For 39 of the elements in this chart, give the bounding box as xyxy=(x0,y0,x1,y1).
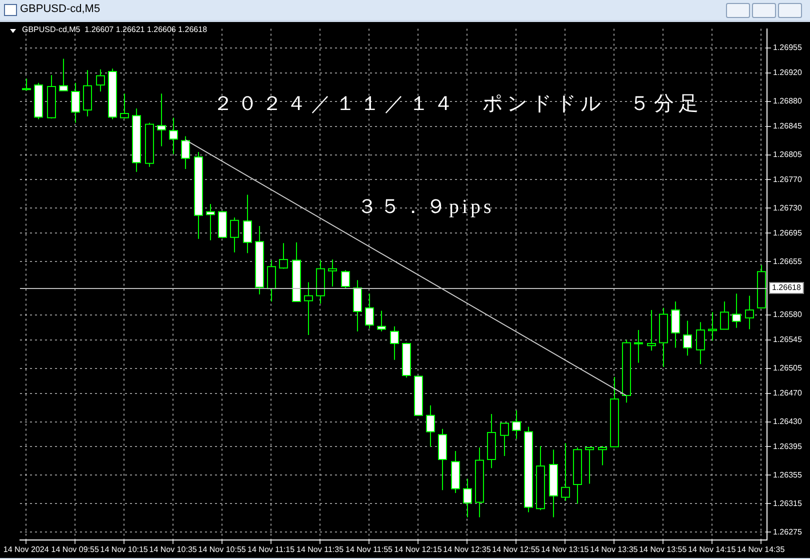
y-tick-label: 1.26315 xyxy=(773,498,802,508)
y-tick-label: 1.26655 xyxy=(773,256,802,266)
x-tick-label: 14 Nov 09:55 xyxy=(51,545,100,554)
x-tick-label: 14 Nov 13:15 xyxy=(541,545,590,554)
y-tick-label: 1.26770 xyxy=(773,174,802,184)
x-tick-label: 14 Nov 11:55 xyxy=(346,545,394,554)
y-tick-label: 1.26470 xyxy=(773,388,802,398)
x-tick-label: 14 Nov 13:55 xyxy=(639,545,688,554)
chart-subtitle: GBPUSD-cd,M5 1.26607 1.26621 1.26606 1.26618 xyxy=(22,25,208,34)
y-tick-label: 1.26880 xyxy=(773,96,802,106)
x-tick-label: 14 Nov 10:35 xyxy=(149,545,198,554)
y-tick-label: 1.26695 xyxy=(773,228,802,238)
y-tick-label: 1.26355 xyxy=(773,470,802,480)
x-tick-label: 14 Nov 12:15 xyxy=(394,545,442,554)
y-tick-label: 1.26955 xyxy=(773,43,802,52)
x-tick-label: 14 Nov 11:15 xyxy=(248,545,296,554)
y-tick-label: 1.26805 xyxy=(773,150,802,160)
y-tick-label: 1.26920 xyxy=(773,68,802,78)
y-tick-label: 1.26580 xyxy=(773,310,802,320)
x-tick-label: 14 Nov 11:35 xyxy=(296,545,344,554)
x-tick-label: 14 Nov 12:35 xyxy=(443,545,492,554)
annotation: ３５．９pips xyxy=(357,195,494,220)
x-tick-label: 14 Nov 2024 xyxy=(3,545,50,554)
x-tick-label: 14 Nov 10:15 xyxy=(100,545,148,554)
annotation: ２０２４／１１／１４ ポンドドル ５分足 xyxy=(213,92,703,117)
y-tick-label: 1.26505 xyxy=(773,364,802,373)
x-tick-label: 14 Nov 12:55 xyxy=(492,545,540,554)
y-tick-label: 1.26275 xyxy=(773,527,802,536)
chart-title: GBPUSD-cd,M5 xyxy=(20,3,100,15)
y-tick-label: 1.26430 xyxy=(773,417,802,426)
y-tick-label: 1.26845 xyxy=(773,122,802,131)
x-tick-label: 14 Nov 13:35 xyxy=(590,545,638,554)
x-tick-label: 14 Nov 10:55 xyxy=(198,545,246,554)
y-tick-label: 1.26730 xyxy=(773,203,802,212)
y-tick-label: 1.26545 xyxy=(773,335,802,344)
y-tick-label: 1.26395 xyxy=(773,442,802,451)
x-tick-label: 14 Nov 14:35 xyxy=(737,545,786,554)
ref-line-label: 1.26618 xyxy=(772,283,802,292)
x-tick-label: 14 Nov 14:15 xyxy=(688,545,736,554)
